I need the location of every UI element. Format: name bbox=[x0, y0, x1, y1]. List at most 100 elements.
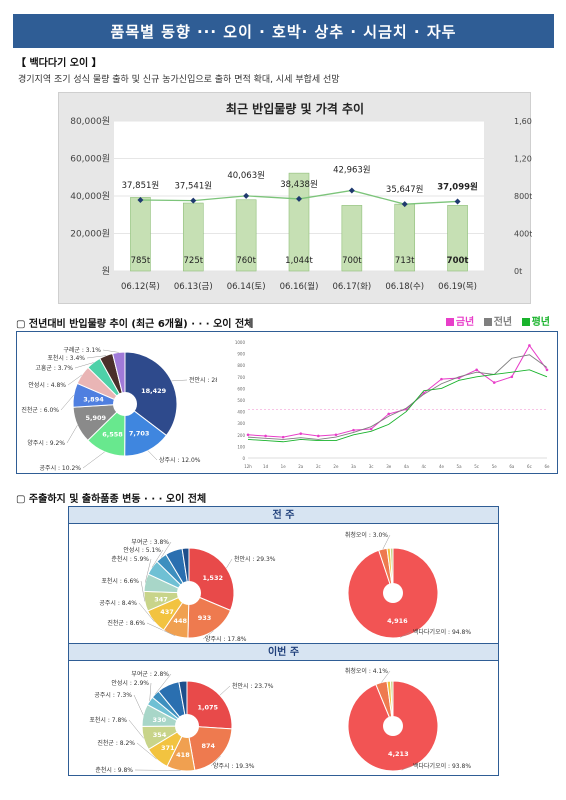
pie-slice-label: 구례군 : 3.1% bbox=[63, 346, 101, 354]
origin-share-pie: 18,429 전안시 : 28.6% 7,703 상주시 : 12.0% 6,558 공주… bbox=[21, 346, 217, 472]
x-tick-label: 2a bbox=[298, 464, 304, 469]
series-point bbox=[299, 432, 303, 435]
x-tick-label: 5e bbox=[492, 464, 498, 469]
pie-value-label: 371 bbox=[161, 744, 175, 752]
x-tick-label: 06.13(금) bbox=[174, 282, 213, 292]
series-point bbox=[387, 412, 391, 416]
pie-value-label: 418 bbox=[176, 751, 190, 759]
pie-slice bbox=[389, 680, 394, 727]
pie-leader-line bbox=[400, 631, 412, 638]
series-point bbox=[281, 435, 285, 439]
volume-bar bbox=[341, 205, 363, 272]
y-left-tick: 40,000원 bbox=[70, 191, 110, 202]
price-label: 42,963원 bbox=[333, 165, 371, 175]
y-tick-label: 800 bbox=[237, 363, 245, 368]
x-tick-label: 1d bbox=[263, 464, 269, 469]
volume-label: 1,044t bbox=[285, 256, 313, 266]
series-point bbox=[475, 368, 478, 372]
pie-leader-line bbox=[147, 450, 158, 461]
y-right-tick: 800t bbox=[514, 192, 532, 201]
x-tick-label: 3a bbox=[351, 464, 357, 469]
pie-slice-label: 안성시 : 5.1% bbox=[123, 546, 161, 554]
pie-leader-line bbox=[226, 558, 233, 569]
pie-leader-line bbox=[219, 685, 231, 696]
y-right-tick: 400t bbox=[514, 230, 532, 239]
price-marker bbox=[348, 187, 355, 194]
pie-value-label: 933 bbox=[198, 614, 212, 622]
pie-slice-label: 포천시 : 6.6% bbox=[101, 577, 139, 585]
pie-leader-line bbox=[66, 424, 78, 444]
pie-value-label: 1,075 bbox=[198, 704, 219, 712]
pie-leader-line bbox=[151, 549, 164, 568]
panel-divider bbox=[69, 643, 498, 644]
prev-week-variety-pie: 4,916 백다다기오이 : 94.8% 취청오이 : 3.0% bbox=[345, 531, 471, 639]
y-right-tick: 1,200t bbox=[514, 155, 532, 164]
y-right-tick: 1,600t bbox=[514, 117, 532, 126]
pie-slice-label: 천안시 : 23.7% bbox=[232, 682, 274, 690]
x-tick-label: 06.19(목) bbox=[438, 282, 477, 292]
pie-value-label: 4,916 bbox=[387, 617, 408, 625]
pie-value-label: 3,894 bbox=[83, 396, 104, 404]
page-title: 품목별 동향 ··· 오이 · 호박· 상추 · 시금치 · 자두 bbox=[13, 14, 554, 48]
pie-slice bbox=[124, 351, 178, 437]
pie-slice-label: 춘천시 : 9.8% bbox=[95, 766, 133, 774]
pie-leader-line bbox=[146, 622, 176, 637]
x-tick-label: 3c bbox=[369, 464, 374, 469]
pie-slice-label: 천안시 : 29.3% bbox=[234, 555, 276, 563]
pie-slice-label: 백다다기오이 : 93.8% bbox=[413, 762, 471, 770]
price-label: 37,851원 bbox=[122, 181, 160, 191]
series-point bbox=[246, 433, 250, 437]
volume-label: 700t bbox=[342, 256, 362, 266]
legend-item-last-year: 전년 bbox=[483, 317, 513, 328]
pie-slice-label: 진천군 : 8.6% bbox=[107, 619, 145, 627]
y-tick-label: 600 bbox=[237, 386, 245, 391]
y-left-tick: 20,000원 bbox=[70, 229, 110, 240]
pie-slice-label: 공주시 : 7.3% bbox=[94, 692, 132, 699]
pie-slice bbox=[111, 351, 126, 405]
pie-leader-line bbox=[128, 719, 144, 739]
y-tick-label: 100 bbox=[237, 444, 245, 449]
pie-leader-line bbox=[144, 558, 152, 583]
series-point bbox=[369, 427, 373, 431]
legend-label: 금년 bbox=[455, 317, 475, 328]
x-tick-label: 4a bbox=[404, 464, 410, 469]
y-tick-label: 400 bbox=[237, 410, 245, 415]
pie-hole bbox=[175, 714, 199, 738]
pie-value-label: 347 bbox=[154, 595, 168, 603]
pie-leader-line bbox=[171, 379, 188, 382]
pie-hole bbox=[383, 716, 403, 736]
pie-value-label: 448 bbox=[173, 617, 187, 625]
pie-slice-label: 백다다기오이 : 94.8% bbox=[413, 628, 471, 636]
pie-value-label: 7,703 bbox=[129, 430, 150, 438]
x-tick-label: 6a bbox=[509, 464, 515, 469]
series-point bbox=[334, 433, 338, 437]
x-tick-label: 06.16(월) bbox=[280, 281, 319, 292]
x-tick-label: 06.12(목) bbox=[121, 282, 160, 292]
pie-slice-label: 고흥군 : 3.7% bbox=[35, 364, 73, 372]
this-week-origin-pie: 1,075 천안시 : 23.7% 874 양주시 : 19.3% 418 춘천시 : 9… bbox=[89, 670, 274, 774]
price-marker bbox=[401, 201, 408, 208]
pie-slice-label: 춘천시 : 5.9% bbox=[111, 555, 149, 563]
series-point bbox=[545, 368, 549, 372]
pie-leader-line bbox=[140, 580, 146, 602]
pie-value-label: 18,429 bbox=[141, 387, 167, 395]
price-volume-chart-svg: 최근 반입물량 및 가격 추이【백다다기오이 100개/상품】원0t20,000… bbox=[70, 101, 540, 292]
pie-slice-label: 공주시 : 10.2% bbox=[40, 465, 82, 472]
pie-leader-line bbox=[202, 630, 214, 640]
x-tick-label: 1e bbox=[281, 464, 287, 469]
legend-label: 전년 bbox=[493, 317, 513, 328]
series-point bbox=[528, 344, 531, 347]
pie-slice bbox=[124, 402, 168, 457]
y-tick-label: 700 bbox=[237, 375, 245, 380]
price-marker bbox=[296, 195, 302, 202]
section-title-origin-variety: ▢ 주출하지 및 출하품종 변동 · · · 오이 전체 bbox=[16, 494, 207, 505]
pie-hole bbox=[113, 392, 137, 416]
volume-bar bbox=[447, 205, 468, 272]
volume-trend-panel: 18,429 전안시 : 28.6% 7,703 상주시 : 12.0% 6,558 공주… bbox=[16, 331, 558, 474]
pie-leader-line bbox=[136, 742, 157, 760]
x-tick-label: 2e bbox=[333, 464, 339, 469]
price-marker bbox=[243, 192, 250, 199]
pie-slice-label: 부여군 : 3.8% bbox=[131, 538, 169, 546]
price-label: 35,647원 bbox=[386, 185, 424, 195]
volume-label: 725t bbox=[184, 256, 204, 266]
